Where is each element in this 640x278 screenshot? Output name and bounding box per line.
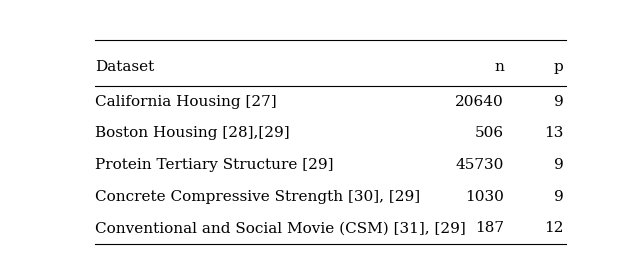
- Text: 187: 187: [475, 221, 504, 235]
- Text: 45730: 45730: [456, 158, 504, 172]
- Text: 12: 12: [544, 221, 564, 235]
- Text: 9: 9: [554, 95, 564, 109]
- Text: Dataset: Dataset: [95, 59, 154, 74]
- Text: 20640: 20640: [455, 95, 504, 109]
- Text: 13: 13: [544, 126, 564, 140]
- Text: Conventional and Social Movie (CSM) [31], [29]: Conventional and Social Movie (CSM) [31]…: [95, 221, 466, 235]
- Text: n: n: [494, 59, 504, 74]
- Text: Concrete Compressive Strength [30], [29]: Concrete Compressive Strength [30], [29]: [95, 190, 420, 204]
- Text: 1030: 1030: [465, 190, 504, 204]
- Text: California Housing [27]: California Housing [27]: [95, 95, 276, 109]
- Text: 9: 9: [554, 190, 564, 204]
- Text: Boston Housing [28],[29]: Boston Housing [28],[29]: [95, 126, 289, 140]
- Text: Protein Tertiary Structure [29]: Protein Tertiary Structure [29]: [95, 158, 333, 172]
- Text: 506: 506: [475, 126, 504, 140]
- Text: p: p: [554, 59, 564, 74]
- Text: 9: 9: [554, 158, 564, 172]
